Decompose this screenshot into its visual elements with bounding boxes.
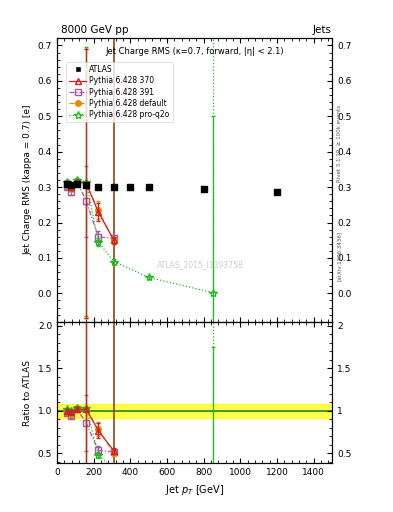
ATLAS <box>68 181 74 189</box>
ATLAS <box>127 183 134 191</box>
Y-axis label: Jet Charge RMS (kappa = 0.7) [e]: Jet Charge RMS (kappa = 0.7) [e] <box>23 105 32 255</box>
ATLAS <box>64 180 70 188</box>
Text: Rivet 3.1.10, ≥ 100k events: Rivet 3.1.10, ≥ 100k events <box>337 105 342 182</box>
ATLAS <box>83 181 90 189</box>
ATLAS <box>145 183 152 191</box>
Text: Jet Charge RMS (κ=0.7, forward, |η| < 2.1): Jet Charge RMS (κ=0.7, forward, |η| < 2.… <box>105 47 284 56</box>
ATLAS <box>200 185 207 193</box>
ATLAS <box>95 183 101 191</box>
Legend: ATLAS, Pythia 6.428 370, Pythia 6.428 391, Pythia 6.428 default, Pythia 6.428 pr: ATLAS, Pythia 6.428 370, Pythia 6.428 39… <box>66 62 173 122</box>
Y-axis label: Ratio to ATLAS: Ratio to ATLAS <box>23 359 32 425</box>
Text: [arXiv:1306.3436]: [arXiv:1306.3436] <box>337 231 342 281</box>
ATLAS <box>274 188 280 197</box>
Text: 8000 GeV pp: 8000 GeV pp <box>61 25 129 35</box>
Text: ATLAS_2015_I1393758: ATLAS_2015_I1393758 <box>157 261 243 269</box>
ATLAS <box>74 180 80 188</box>
Bar <box>57 404 332 418</box>
ATLAS <box>111 183 117 191</box>
Text: Jets: Jets <box>312 25 331 35</box>
X-axis label: Jet $p_T$ [GeV]: Jet $p_T$ [GeV] <box>165 483 224 497</box>
